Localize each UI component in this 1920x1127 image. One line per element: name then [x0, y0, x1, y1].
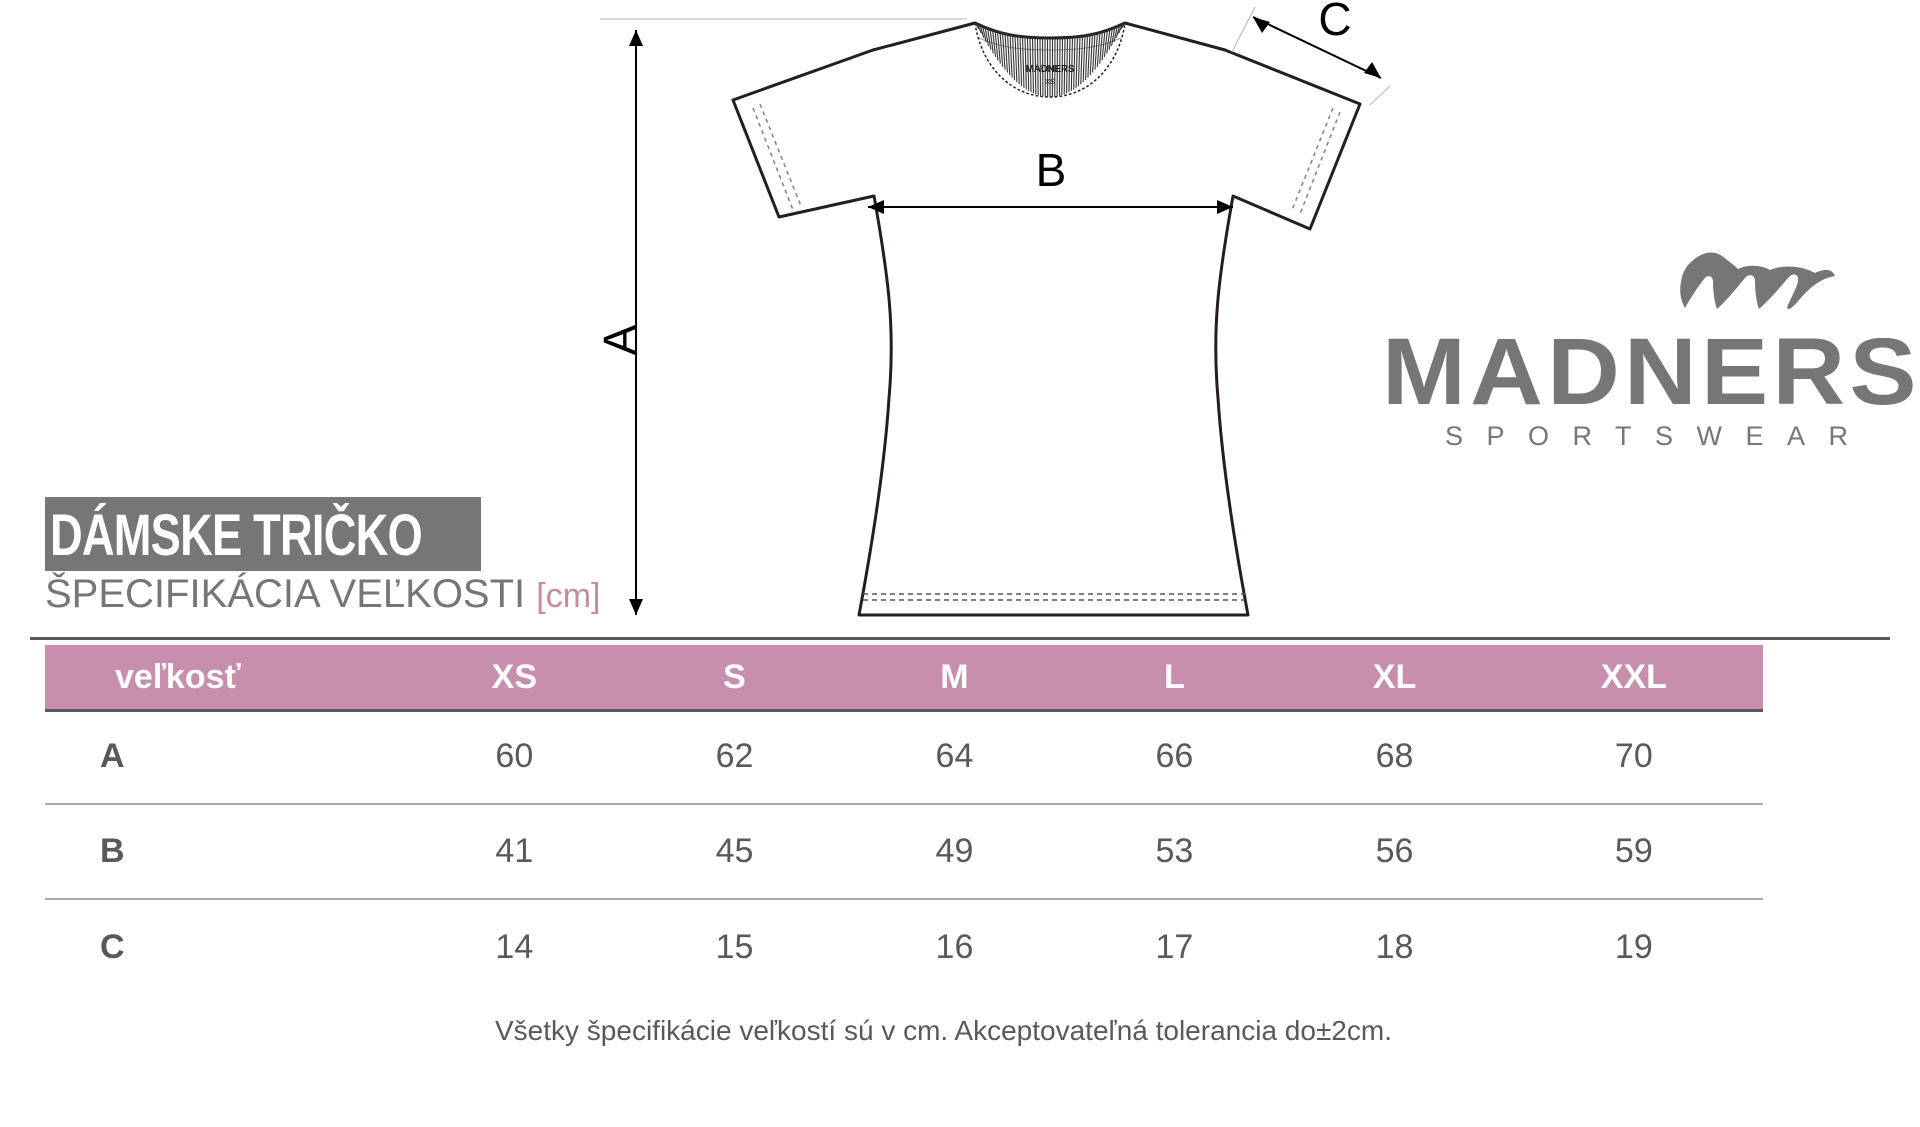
- svg-text:C: C: [1318, 0, 1351, 45]
- svg-text:XS: XS: [1045, 77, 1055, 86]
- svg-text:MADNERS: MADNERS: [1026, 64, 1075, 75]
- svg-text:B: B: [1036, 144, 1067, 196]
- svg-text:A: A: [594, 324, 646, 355]
